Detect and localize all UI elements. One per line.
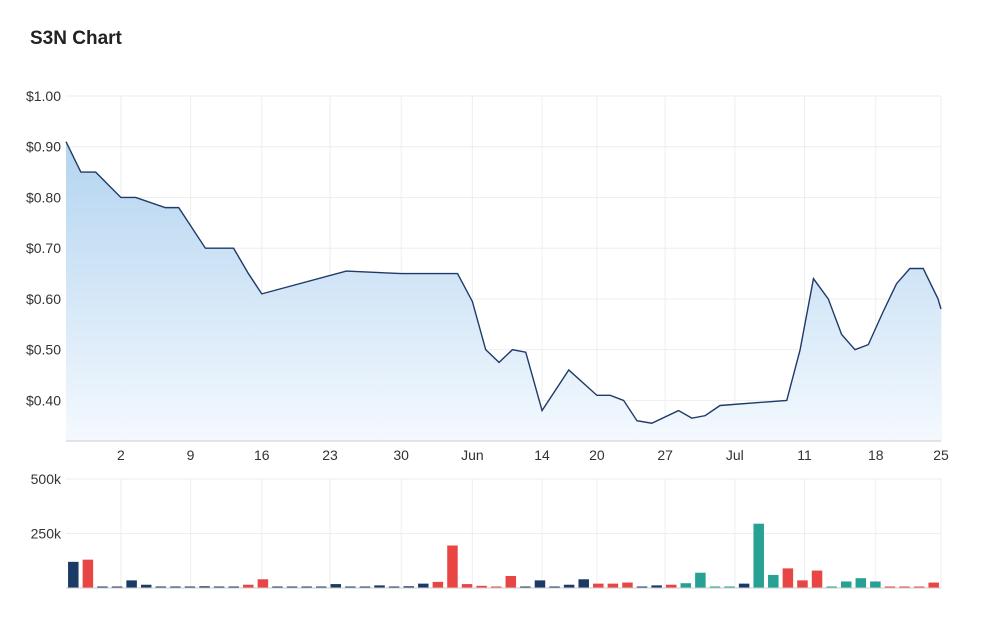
- volume-bar: [461, 584, 473, 588]
- volume-bar: [272, 586, 283, 588]
- volume-bar: [432, 581, 444, 588]
- price-x-tick-label: 11: [797, 447, 812, 463]
- volume-bar: [753, 523, 764, 588]
- volume-bar: [665, 584, 677, 588]
- volume-bar: [724, 586, 735, 588]
- volume-bar: [870, 581, 881, 588]
- volume-bar: [695, 572, 706, 588]
- price-x-tick-label: 27: [657, 447, 673, 463]
- volume-y-tick-label: 250k: [31, 526, 62, 542]
- volume-bar: [622, 582, 633, 588]
- volume-bar: [797, 580, 808, 588]
- volume-bar: [228, 586, 239, 588]
- price-x-tick-label: Jun: [461, 447, 484, 463]
- price-y-tick-label: $0.90: [26, 139, 61, 155]
- volume-bar: [213, 586, 225, 588]
- volume-bar: [505, 576, 517, 588]
- volume-bar: [782, 568, 794, 588]
- volume-bar: [111, 586, 123, 588]
- price-y-axis: $0.40 $0.50 $0.60 $0.70 $0.80 $0.90 $1.00: [26, 88, 61, 408]
- volume-bar: [490, 586, 502, 588]
- price-x-tick-label: 30: [393, 447, 409, 463]
- volume-bar: [68, 561, 79, 588]
- price-y-tick-label: $0.50: [26, 342, 61, 358]
- price-y-tick-label: $0.80: [26, 189, 61, 205]
- price-x-tick-label: 23: [322, 447, 338, 463]
- price-x-tick-label: 9: [187, 447, 195, 463]
- price-x-tick-label: 16: [254, 447, 270, 463]
- price-x-tick-label: 14: [534, 447, 550, 463]
- volume-bar: [738, 583, 750, 588]
- price-x-axis: 2 9 16 23 30 Jun 14 20 27 Jul 11 18 25: [117, 447, 949, 463]
- volume-bar: [520, 586, 531, 588]
- price-y-tick-label: $0.40: [26, 392, 61, 408]
- volume-bar: [811, 570, 823, 588]
- volume-bar: [840, 581, 852, 588]
- volume-bar: [563, 584, 575, 588]
- volume-y-axis: 250k 500k: [31, 471, 62, 542]
- volume-bar: [184, 586, 196, 588]
- volume-bar: [913, 586, 925, 588]
- volume-bar: [301, 586, 312, 588]
- volume-bar: [243, 584, 254, 588]
- volume-bar: [476, 585, 487, 588]
- volume-bar: [199, 586, 210, 588]
- volume-bar: [286, 586, 298, 588]
- volume-bar: [126, 580, 137, 588]
- price-x-tick-label: 2: [117, 447, 125, 463]
- price-area: [66, 141, 941, 441]
- volume-y-tick-label: 500k: [31, 471, 62, 487]
- price-x-tick-label: Jul: [726, 447, 744, 463]
- volume-bar: [257, 579, 269, 588]
- volume-bar: [374, 585, 385, 588]
- volume-bar: [403, 586, 414, 588]
- volume-bar: [359, 586, 371, 588]
- price-y-tick-label: $0.70: [26, 240, 61, 256]
- volume-bar: [855, 578, 867, 588]
- price-y-tick-label: $0.60: [26, 291, 61, 307]
- volume-bar: [680, 583, 692, 588]
- volume-bar: [534, 580, 546, 588]
- volume-bar: [636, 586, 648, 588]
- volume-bar: [899, 586, 910, 588]
- price-x-tick-label: 18: [868, 447, 884, 463]
- volume-bar: [388, 586, 400, 588]
- volume-bar: [315, 586, 327, 588]
- volume-bar: [447, 545, 458, 588]
- volume-bar: [593, 583, 604, 588]
- volume-bar: [651, 585, 662, 588]
- volume-bar: [607, 583, 619, 588]
- volume-bar: [884, 586, 896, 588]
- volume-bar: [97, 586, 108, 588]
- volume-bar: [140, 584, 152, 588]
- volume-bar: [418, 583, 429, 588]
- volume-bar: [928, 582, 939, 588]
- volume-bar: [709, 586, 721, 588]
- volume-bar: [155, 586, 167, 588]
- volume-bar: [826, 586, 837, 588]
- volume-bar: [345, 586, 356, 588]
- volume-grid: [66, 478, 942, 588]
- price-x-tick-label: 20: [589, 447, 605, 463]
- volume-bars: [68, 523, 939, 588]
- volume-bar: [549, 586, 560, 588]
- chart-title: S3N Chart: [30, 28, 122, 49]
- volume-bar: [768, 574, 779, 588]
- price-line: [65, 141, 942, 424]
- volume-bar: [330, 584, 342, 588]
- price-x-tick-label: 25: [933, 447, 949, 463]
- volume-bar: [578, 579, 589, 588]
- price-y-tick-label: $1.00: [26, 88, 61, 104]
- volume-bar: [82, 559, 94, 588]
- volume-bar: [170, 586, 181, 588]
